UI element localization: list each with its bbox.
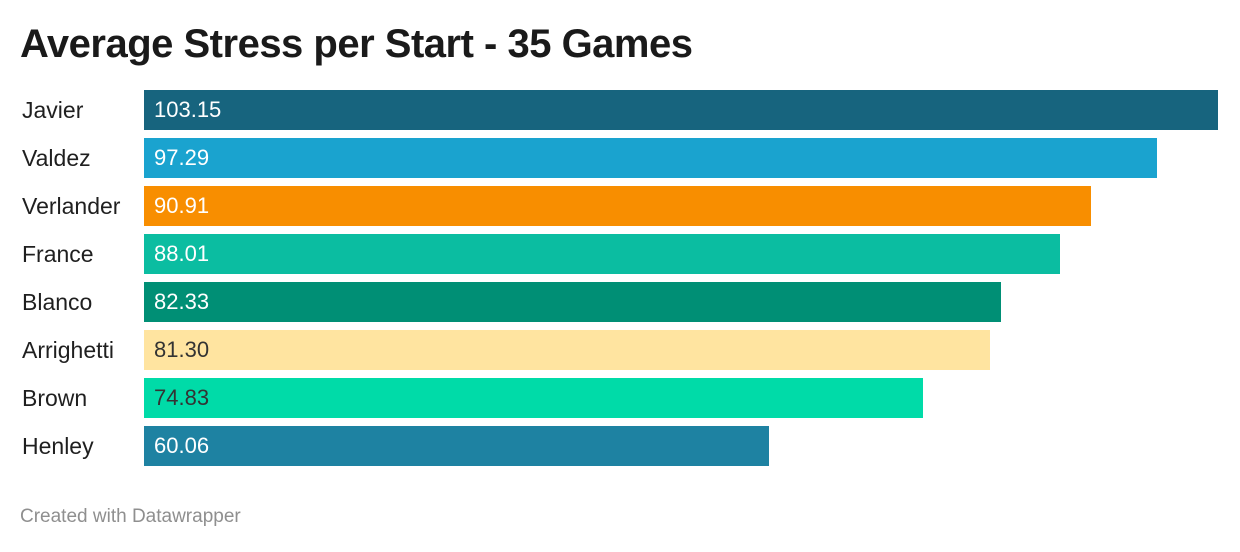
chart-title: Average Stress per Start - 35 Games xyxy=(20,22,693,66)
bar-value-label: 97.29 xyxy=(154,145,210,170)
bar-value-label: 90.91 xyxy=(154,193,210,218)
bar: 74.83 xyxy=(144,378,923,418)
bar: 103.15 xyxy=(144,90,1218,130)
category-label: Henley xyxy=(22,433,94,459)
bar-value-label: 82.33 xyxy=(154,289,210,314)
bar-value-label: 60.06 xyxy=(154,433,210,458)
category-label: Javier xyxy=(22,97,84,123)
category-label: France xyxy=(22,241,94,267)
category-label: Verlander xyxy=(22,193,121,219)
bar-value-label: 81.30 xyxy=(154,337,210,362)
bar: 60.06 xyxy=(144,426,769,466)
category-label: Arrighetti xyxy=(22,337,115,363)
bar: 97.29 xyxy=(144,138,1157,178)
bar: 81.30 xyxy=(144,330,990,370)
bar-value-label: 103.15 xyxy=(154,97,222,122)
bar: 82.33 xyxy=(144,282,1001,322)
datawrapper-credit: Created with Datawrapper xyxy=(20,506,241,527)
bar-chart: Javier 103.15 Valdez 97.29 Verlander 90.91 Fra… xyxy=(22,90,1218,466)
bar: 90.91 xyxy=(144,186,1091,226)
category-label: Blanco xyxy=(22,289,93,315)
bar-value-label: 88.01 xyxy=(154,241,210,266)
bar: 88.01 xyxy=(144,234,1060,274)
bar-value-label: 74.83 xyxy=(154,385,210,410)
category-label: Valdez xyxy=(22,145,91,171)
category-label: Brown xyxy=(22,385,88,411)
